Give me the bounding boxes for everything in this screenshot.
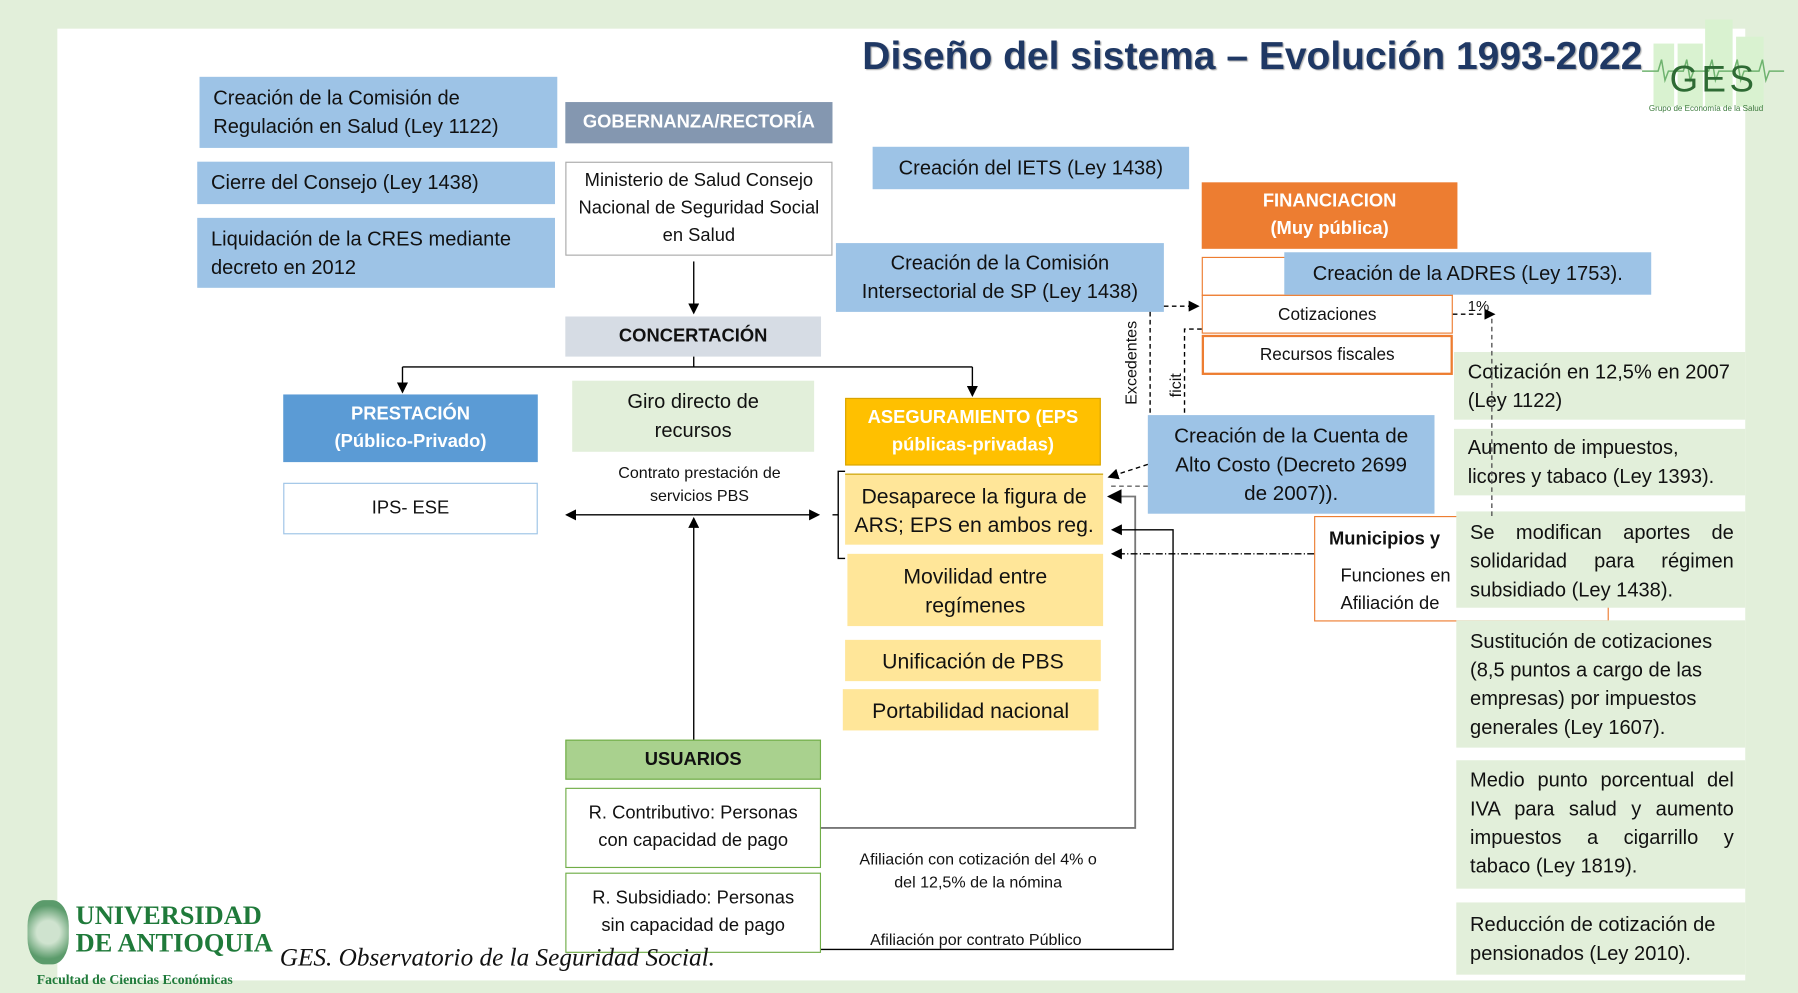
aseguramiento-item: Portabilidad nacional: [842, 689, 1099, 731]
slide-title: Diseño del sistema – Evolución 1993-2022: [862, 34, 1643, 78]
note-iets: Creación del IETS (Ley 1438): [872, 146, 1190, 190]
right-note: Aumento de impuestos, licores y tabaco (…: [1453, 428, 1746, 496]
municipios-line: Funciones en: [1340, 566, 1451, 586]
right-note: Sustitución de cotizaciones (8,5 puntos …: [1456, 620, 1746, 748]
ges-logo-text: GES: [1669, 58, 1758, 100]
right-note: Medio punto porcentual del IVA para salu…: [1456, 760, 1746, 889]
udea-line3: Facultad de Ciencias Económicas: [36, 971, 233, 988]
right-note: Reducción de cotización de pensionados (…: [1456, 902, 1746, 975]
arrow-cac-1: [1107, 463, 1149, 480]
udea-seal-icon: [27, 900, 69, 965]
prestacion-header: PRESTACIÓN (Público-Privado): [283, 394, 538, 463]
observatorio-caption: GES. Observatorio de la Seguridad Social…: [279, 942, 715, 972]
prestacion-body: IPS- ESE: [283, 482, 538, 535]
note-liquidacion-cres: Liquidación de la CRES mediante decreto …: [197, 217, 555, 288]
afiliacion-contrato-label: Afiliación por contrato Público: [870, 929, 1082, 949]
bracket: [832, 470, 846, 560]
gobernanza-body: Ministerio de Salud Consejo Nacional de …: [565, 161, 833, 256]
municipios-line: Afiliación de: [1340, 593, 1440, 614]
note-cierre-consejo: Cierre del Consejo (Ley 1438): [197, 161, 555, 205]
deficit-line: [1183, 328, 1202, 416]
municipios-title: Municipios y: [1329, 529, 1441, 550]
concertacion-box: CONCERTACIÓN: [565, 316, 822, 357]
aseguramiento-item: Desaparece la figura de ARS; EPS en ambo…: [845, 473, 1104, 545]
aseguramiento-item: Unificación de PBS: [845, 639, 1101, 682]
financiacion-row-recursos-fiscales: Recursos fiscales: [1201, 334, 1453, 375]
ges-logo: GES Grupo de Economía de la Salud: [1642, 17, 1785, 118]
financiacion-header: FINANCIACION (Muy pública): [1201, 182, 1458, 249]
ges-logo-subtitle: Grupo de Economía de la Salud: [1648, 105, 1764, 114]
right-note: Se modifican aportes de solidaridad para…: [1456, 511, 1746, 608]
udea-logo: UNIVERSIDAD DE ANTIOQUIA Facultad de Cie…: [25, 898, 273, 990]
note-comision-sp: Creación de la Comisión Intersectorial d…: [835, 243, 1164, 312]
arrow-subsidiado: [821, 524, 1174, 951]
aseguramiento-item: Movilidad entre regímenes: [847, 553, 1104, 627]
gobernanza-header: GOBERNANZA/RECTORÍA: [565, 102, 833, 144]
udea-line2: DE ANTIOQUIA: [75, 928, 273, 958]
arrow-contributivo: [821, 489, 1137, 829]
usuarios-subsidiado: R. Subsidiado: Personas sin capacidad de…: [565, 872, 822, 953]
heartbeat-icon: [1642, 59, 1785, 84]
usuarios-contributivo: R. Contributivo: Personas con capacidad …: [565, 787, 822, 869]
afiliacion-cotizacion-label: Afiliación con cotización del 4% o del 1…: [859, 849, 1097, 891]
contrato-label: Contrato prestación de servicios PBS: [618, 463, 781, 505]
udea-line1: UNIVERSIDAD: [75, 901, 262, 930]
usuarios-header: USUARIOS: [565, 739, 822, 780]
note-cuenta-alto-costo: Creación de la Cuenta de Alto Costo (Dec…: [1147, 415, 1435, 514]
aseguramiento-header: ASEGURAMIENTO (EPS públicas-privadas): [845, 397, 1101, 466]
giro-directo-box: Giro directo de recursos: [572, 380, 815, 452]
one-percent-label: 1%: [1467, 296, 1490, 315]
note-adres: Creación de la ADRES (Ley 1753).: [1284, 252, 1652, 295]
note-comision-regulacion: Creación de la Comisión de Regulación en…: [199, 76, 558, 148]
financiacion-row-cotizaciones: Cotizaciones: [1201, 294, 1453, 334]
